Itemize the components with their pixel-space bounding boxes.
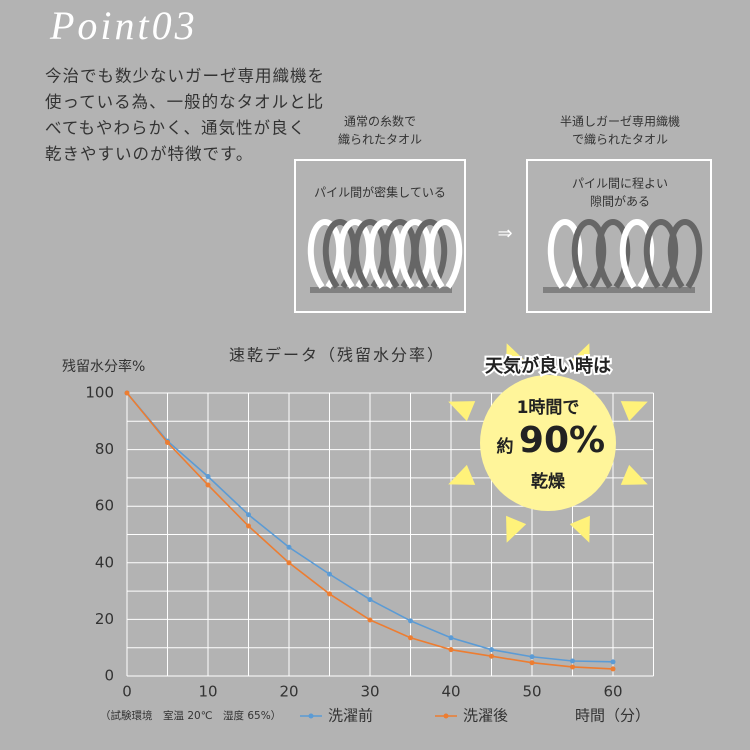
loops (307, 218, 703, 289)
sun-ray (620, 464, 648, 485)
x-tick-label: 60 (603, 683, 622, 701)
y-tick-label: 20 (95, 610, 114, 628)
box-label: パイル間が密集している (314, 185, 446, 200)
point (286, 544, 292, 550)
base (543, 287, 695, 293)
box-label: パイル間に程よい (572, 176, 668, 191)
caption: で織られたタオル (572, 133, 668, 147)
point (408, 635, 413, 641)
point (489, 653, 494, 659)
point (610, 666, 616, 672)
point (529, 660, 535, 666)
point (570, 664, 575, 670)
point (246, 523, 251, 529)
y-tick-label: 0 (104, 667, 114, 685)
point (246, 512, 251, 518)
y-tick-label: 40 (95, 553, 114, 571)
paragraph-line: べてもやわらかく、通気性が良く (45, 119, 306, 138)
caption: 半通しガーゼ専用織機 (560, 114, 680, 129)
sun-ray (506, 515, 527, 543)
callout-text: 1時間で (517, 397, 580, 418)
x-tick-label: 10 (198, 683, 217, 701)
point (367, 597, 373, 603)
point (489, 647, 494, 653)
y-tick-label: 80 (95, 440, 114, 458)
legend-label: 洗濯前 (328, 707, 373, 725)
point (124, 390, 130, 396)
legend-dot (443, 713, 449, 719)
loop (307, 218, 343, 289)
box-label: 隙間がある (590, 194, 650, 209)
loop (337, 218, 373, 289)
point (408, 618, 413, 624)
paragraph-line: 今治でも数少ないガーゼ専用織機を (45, 67, 325, 86)
legend-dot (308, 713, 314, 719)
point (327, 591, 332, 597)
point (327, 571, 332, 577)
box (294, 159, 466, 313)
point (448, 635, 454, 641)
loop (667, 218, 703, 289)
chart-title: 速乾データ（残留水分率） (229, 346, 445, 365)
caption: 織られたタオル (338, 133, 422, 147)
sun-ray (448, 464, 476, 485)
y-axis-label: 残留水分率% (62, 358, 145, 375)
point (286, 560, 292, 566)
paragraph-line: 使っている為、一般的なタオルと比 (45, 93, 324, 112)
x-tick-label: 50 (522, 683, 541, 701)
callout-value: 90% (519, 420, 605, 461)
callout-headline: 天気が良い時は (485, 355, 611, 377)
note: （試験環境 室温 20℃ 湿度 65%） (100, 709, 281, 722)
y-tick-label: 100 (85, 384, 114, 402)
legend-label: 洗濯後 (463, 707, 508, 725)
sun-ray (620, 401, 648, 422)
chart: 0 10 20 30 40 50 60 0 20 40 60 80 100 速乾データ（残留水分率） 残留水… (62, 343, 654, 725)
callout-text: 乾燥 (531, 471, 566, 492)
box (526, 159, 712, 313)
loop (382, 218, 418, 289)
sun-ray (569, 343, 590, 371)
point (610, 659, 616, 665)
x-tick-label: 30 (360, 683, 379, 701)
x-tick-label: 20 (279, 683, 298, 701)
point (367, 617, 373, 623)
loop (427, 218, 463, 289)
point (529, 654, 535, 660)
loop (322, 218, 358, 289)
y-tick-label: 60 (95, 497, 114, 515)
base (310, 287, 452, 293)
sun (480, 375, 616, 511)
loop (412, 218, 448, 289)
x-axis-label: 時間（分） (575, 707, 650, 725)
loop (352, 218, 388, 289)
point (165, 440, 170, 446)
diagram: 通常の糸数で 織られたタオル パイル間が密集している ⇒ 半通しガーゼ専用織機 … (294, 114, 712, 313)
point (205, 473, 211, 479)
loop (397, 218, 433, 289)
sun-ray (506, 343, 527, 371)
callout-text: 約 (497, 436, 514, 457)
paragraph-line: 乾きやすいのが特徴です。 (45, 145, 253, 164)
loop (367, 218, 403, 289)
point (570, 658, 575, 664)
arrow: ⇒ (497, 223, 512, 244)
title: Point03 (49, 3, 198, 48)
x-tick-label: 0 (122, 683, 132, 701)
point (448, 647, 454, 653)
point (205, 482, 211, 488)
sun-ray (569, 515, 590, 543)
sun-ray (448, 401, 476, 422)
caption: 通常の糸数で (344, 114, 416, 129)
paragraph: 今治でも数少ないガーゼ専用織機を 使っている為、一般的なタオルと比 べてもやわら… (45, 67, 325, 164)
x-tick-label: 40 (441, 683, 460, 701)
